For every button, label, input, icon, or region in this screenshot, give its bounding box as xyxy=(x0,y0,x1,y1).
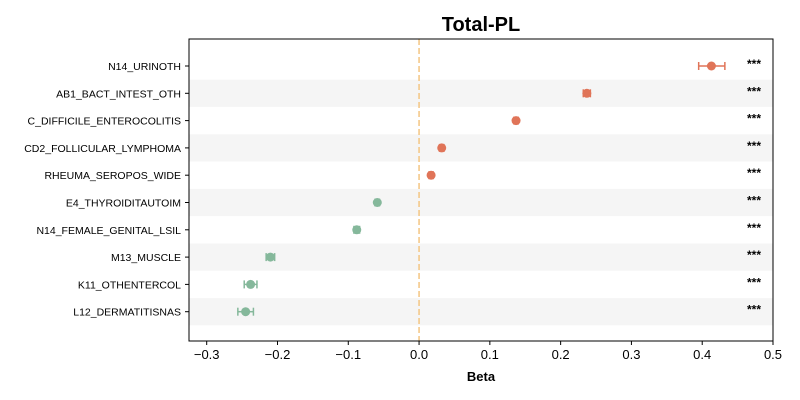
y-axis: N14_URINOTH AB1_BACT_INTEST_OTH C_DIFFICIL… xyxy=(24,61,189,319)
y-tick-label: RHEUMA_SEROPOS_WIDE xyxy=(44,170,181,182)
y-tick-label: E4_THYROIDITAUTOIM xyxy=(66,198,181,210)
data-point-group xyxy=(352,225,362,235)
x-axis-label: Beta xyxy=(467,369,496,384)
data-point xyxy=(437,143,447,153)
data-point xyxy=(511,116,521,126)
data-points xyxy=(237,61,726,317)
row-band xyxy=(189,243,773,271)
significance-label: *** xyxy=(747,275,761,289)
data-point-group xyxy=(372,198,382,207)
data-point xyxy=(352,225,362,235)
x-tick-label: −0.1 xyxy=(335,347,361,362)
row-band xyxy=(189,79,773,107)
data-point-group xyxy=(437,143,447,153)
significance-label: *** xyxy=(747,57,761,71)
data-point-group xyxy=(265,252,276,262)
significance-label: *** xyxy=(747,139,761,153)
y-tick-label: M13_MUSCLE xyxy=(111,252,181,264)
y-tick-label: L12_DERMATITISNAS xyxy=(73,307,181,319)
data-point xyxy=(246,279,256,289)
significance-label: *** xyxy=(747,303,761,317)
x-tick-label: 0.3 xyxy=(622,347,640,362)
y-tick-label: C_DIFFICILE_ENTEROCOLITIS xyxy=(28,116,181,128)
data-point-group xyxy=(237,307,255,317)
data-point-group xyxy=(697,61,726,71)
significance-labels: *** *** *** *** *** *** *** *** *** *** xyxy=(747,57,761,317)
x-tick-label: 0.2 xyxy=(552,347,570,362)
significance-label: *** xyxy=(747,112,761,126)
data-point-group xyxy=(426,170,436,180)
data-point xyxy=(265,252,275,262)
x-tick-label: 0.4 xyxy=(693,347,711,362)
data-point xyxy=(582,88,592,98)
data-point-group xyxy=(582,88,592,98)
chart-title: Total-PL xyxy=(442,14,521,36)
x-tick-label: −0.3 xyxy=(194,347,220,362)
significance-label: *** xyxy=(747,194,761,208)
data-point xyxy=(372,198,382,207)
y-tick-label: AB1_BACT_INTEST_OTH xyxy=(56,88,181,100)
y-tick-label: N14_FEMALE_GENITAL_LSIL xyxy=(36,225,181,237)
x-tick-label: −0.2 xyxy=(265,347,291,362)
y-tick-label: K11_OTHENTERCOL xyxy=(78,279,181,291)
significance-label: *** xyxy=(747,248,761,262)
significance-label: *** xyxy=(747,166,761,180)
row-band xyxy=(189,134,773,162)
row-bands xyxy=(189,79,773,326)
x-axis: −0.3 −0.2 −0.1 0.0 0.1 0.2 0.3 0.4 0.5 xyxy=(194,341,782,362)
x-tick-label: 0.5 xyxy=(764,347,782,362)
row-band xyxy=(189,188,773,217)
y-tick-label: N14_URINOTH xyxy=(108,61,181,73)
row-band xyxy=(189,298,773,326)
significance-label: *** xyxy=(747,84,761,98)
data-point xyxy=(241,307,251,317)
x-tick-label: 0.1 xyxy=(481,347,499,362)
data-point-group xyxy=(243,279,258,289)
y-tick-label: CD2_FOLLICULAR_LYMPHOMA xyxy=(24,143,181,155)
data-point xyxy=(706,61,716,71)
x-tick-label: 0.0 xyxy=(410,347,428,362)
plot-frame xyxy=(188,38,774,342)
data-point-group xyxy=(511,116,521,126)
data-point xyxy=(426,170,436,180)
significance-label: *** xyxy=(747,221,761,235)
